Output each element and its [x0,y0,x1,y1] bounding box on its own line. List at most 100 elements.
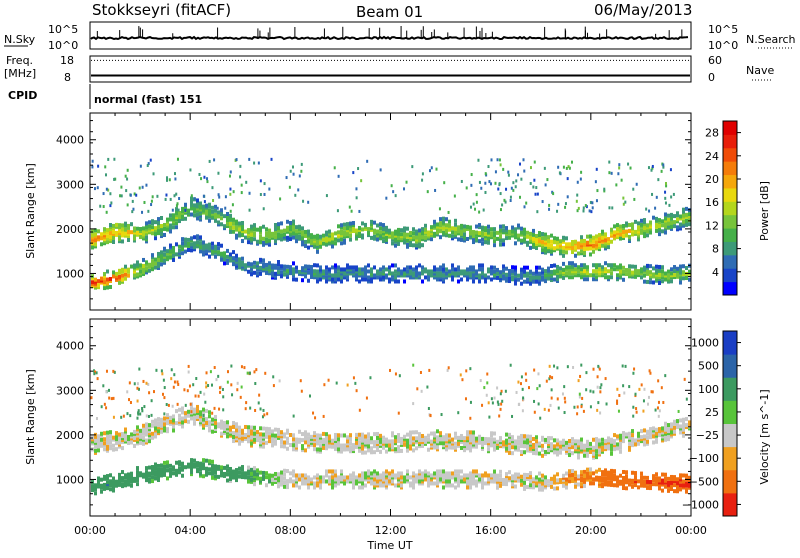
data-cell [439,431,442,435]
scatter-cell [454,195,456,198]
data-cell [292,236,295,240]
data-cell [619,233,622,237]
data-cell [565,478,568,482]
data-cell [106,435,109,439]
data-cell [376,275,379,279]
data-cell [406,269,409,273]
data-cell [109,479,112,483]
data-cell [277,260,280,264]
data-cell [313,263,316,267]
scatter-cell [608,206,610,209]
scatter-cell [142,380,144,383]
data-cell [478,231,481,235]
data-cell [466,430,469,434]
data-cell [520,479,523,483]
data-cell [208,467,211,471]
scatter-cell [239,175,241,178]
scatter-cell [534,411,536,414]
data-cell [196,216,199,220]
data-cell [247,425,250,429]
data-cell [652,474,655,478]
data-cell [514,472,517,476]
scatter-cell [473,203,475,206]
data-cell [142,473,145,477]
data-cell [280,229,283,233]
data-cell [358,449,361,453]
data-cell [376,436,379,440]
data-cell [154,477,157,481]
data-cell [517,274,520,278]
scatter-cell [521,375,523,378]
scatter-cell [505,188,507,191]
scatter-cell [212,199,214,202]
scatter-cell [469,367,471,370]
data-cell [304,448,307,452]
data-cell [175,409,178,413]
data-cell [415,244,418,248]
data-cell [682,418,685,422]
scatter-cell [249,407,251,410]
data-cell [427,269,430,273]
data-cell [166,249,169,253]
data-cell [601,442,604,446]
data-cell [397,279,400,283]
data-cell [100,484,103,488]
data-cell [502,238,505,242]
scatter-cell [249,192,251,195]
scatter-cell [230,365,232,368]
data-cell [463,224,466,228]
scatter-cell [507,171,509,174]
data-cell [418,243,421,247]
scatter-cell [178,197,180,200]
data-cell [388,265,391,269]
data-cell [106,269,109,273]
data-cell [442,469,445,473]
data-cell [358,437,361,441]
scatter-cell [546,380,548,383]
data-cell [145,235,148,239]
data-cell [442,267,445,271]
data-cell [118,223,121,227]
data-cell [121,223,124,227]
data-cell [493,438,496,442]
data-cell [454,473,457,477]
data-cell [667,437,670,441]
data-cell [286,269,289,273]
data-cell [235,220,238,224]
data-cell [466,436,469,440]
data-cell [472,265,475,269]
data-cell [316,250,319,254]
data-cell [337,277,340,281]
data-cell [619,270,622,274]
data-cell [319,479,322,483]
data-cell [628,483,631,487]
data-cell [319,265,322,269]
data-cell [289,237,292,241]
data-cell [229,257,232,261]
data-cell [337,265,340,269]
data-cell [259,432,262,436]
data-cell [478,239,481,243]
data-cell [616,446,619,450]
data-cell [280,475,283,479]
scatter-cell [127,203,129,206]
scatter-cell [262,409,264,412]
data-cell [196,415,199,419]
data-cell [157,217,160,221]
scatter-cell [150,159,152,162]
data-cell [115,223,118,227]
scatter-cell [538,402,540,405]
data-cell [463,448,466,452]
scatter-cell [520,178,522,181]
data-cell [640,476,643,480]
data-cell [97,279,100,283]
data-cell [628,432,631,436]
data-cell [490,265,493,269]
data-cell [331,439,334,443]
data-cell [406,233,409,237]
data-cell [409,481,412,485]
data-cell [154,262,157,266]
data-cell [601,476,604,480]
data-cell [436,228,439,232]
data-cell [295,473,298,477]
